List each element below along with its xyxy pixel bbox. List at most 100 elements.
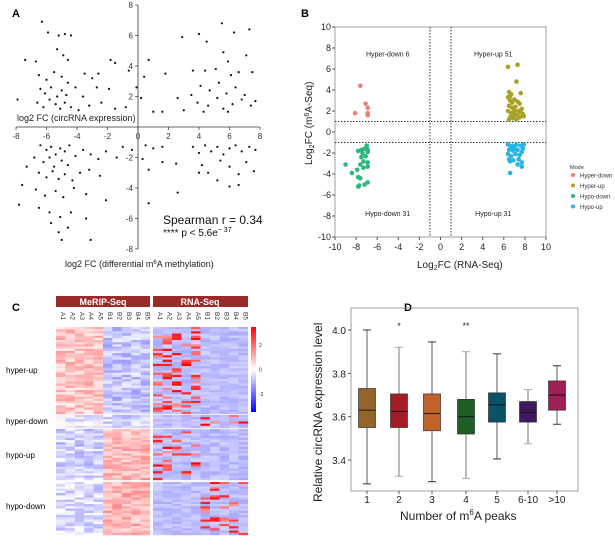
heatmap-cell-merip — [74, 521, 85, 525]
heatmap-cell-merip — [65, 442, 75, 445]
heatmap-cell-rnaseq — [172, 355, 182, 358]
heatmap-cell-merip — [131, 451, 141, 454]
heatmap-cell-rnaseq — [210, 425, 220, 429]
heatmap-cell-rnaseq — [200, 379, 211, 382]
heatmap-cell-merip — [121, 523, 132, 527]
heatmap-cell-merip — [140, 488, 151, 492]
heatmap-cell-merip — [103, 440, 113, 443]
heatmap-cell-merip — [56, 350, 66, 354]
heatmap-cell-merip — [74, 409, 85, 413]
heatmap-cell-merip — [103, 372, 113, 376]
heatmap-cell-merip — [93, 431, 104, 434]
heatmap-cell-merip — [112, 411, 122, 415]
heatmap-cell-rnaseq — [191, 475, 201, 478]
heatmap-cell-merip — [74, 366, 85, 369]
heatmap-cell-merip — [121, 435, 132, 439]
heatmap-cell-merip — [112, 497, 122, 500]
heatmap-cell-merip — [74, 359, 85, 362]
heatmap-cell-rnaseq — [153, 350, 163, 354]
heatmap-cell-merip — [121, 501, 132, 505]
heatmap-cell-merip — [103, 370, 113, 373]
heatmap-cell-merip — [93, 475, 104, 478]
heatmap-cell-merip — [103, 396, 113, 399]
heatmap-cell-rnaseq — [172, 361, 182, 365]
heatmap-cell-merip — [56, 359, 66, 362]
panel-b-legend-label: Hypo-down — [580, 195, 610, 201]
heatmap-cell-rnaseq — [219, 357, 230, 360]
panel-b-scatter: Log2FC (RNA-Seq) Log2FC (m6A-Seq) Mode -… — [304, 22, 612, 272]
heatmap-cell-merip — [56, 448, 66, 452]
panel-a-point — [97, 157, 100, 161]
heatmap-cell-merip — [93, 357, 104, 360]
heatmap-cell-rnaseq — [162, 327, 173, 330]
heatmap-cell-merip — [131, 335, 141, 339]
heatmap-cell-rnaseq — [238, 440, 249, 443]
panel-b-x-tick-label: 6 — [501, 242, 506, 252]
heatmap-cell-rnaseq — [153, 361, 163, 365]
heatmap-cell-merip — [140, 477, 151, 481]
heatmap-cell-merip — [74, 425, 85, 429]
heatmap-cell-merip — [103, 508, 113, 511]
heatmap-cell-rnaseq — [219, 501, 230, 505]
header-rnaseq — [153, 296, 248, 307]
heatmap-cell-merip — [56, 419, 66, 422]
heatmap-cell-rnaseq — [200, 451, 211, 454]
heatmap-cell-merip — [65, 381, 75, 384]
heatmap-cell-merip — [131, 344, 141, 347]
heatmap-cell-rnaseq — [162, 493, 173, 496]
header-merip-label: MeRIP-Seq — [79, 297, 126, 307]
heatmap-cell-merip — [112, 423, 122, 427]
panel-b-y-tick-label: -8 — [323, 211, 331, 221]
heatmap-cell-rnaseq — [162, 506, 173, 509]
heatmap-cell-rnaseq — [200, 370, 211, 373]
heatmap-cell-rnaseq — [219, 446, 230, 450]
heatmap-cell-merip — [112, 392, 122, 395]
heatmap-cell-merip — [140, 437, 151, 441]
heatmap-cell-merip — [93, 407, 104, 410]
heatmap-cell-rnaseq — [219, 417, 230, 420]
heatmap-cell-rnaseq — [229, 355, 239, 358]
heatmap-cell-rnaseq — [172, 409, 182, 413]
heatmap-cell-rnaseq — [200, 523, 211, 527]
heatmap-cell-rnaseq — [153, 368, 163, 371]
heatmap-cell-rnaseq — [153, 448, 163, 452]
heatmap-cell-merip — [131, 337, 141, 341]
heatmap-cell-merip — [103, 337, 113, 341]
heatmap-column-label-merip: A5 — [97, 312, 104, 320]
heatmap-cell-rnaseq — [153, 374, 163, 378]
heatmap-cell-merip — [84, 444, 94, 447]
heatmap-cell-merip — [140, 501, 151, 505]
heatmap-cell-rnaseq — [172, 440, 182, 443]
panel-b-point-hypo-down — [361, 159, 366, 164]
heatmap-cell-rnaseq — [162, 508, 173, 511]
panel-a-point — [207, 171, 210, 174]
heatmap-cell-rnaseq — [162, 468, 173, 472]
heatmap-cell-rnaseq — [191, 327, 201, 330]
heatmap-cell-merip — [131, 486, 141, 489]
panel-a-point — [228, 147, 231, 150]
heatmap-cell-merip — [140, 499, 151, 503]
heatmap-cell-merip — [121, 484, 132, 487]
panel-a-point — [45, 148, 48, 151]
heatmap-cell-rnaseq — [238, 361, 249, 365]
heatmap-cell-rnaseq — [172, 493, 182, 496]
heatmap-cell-rnaseq — [191, 366, 201, 369]
heatmap-cell-rnaseq — [238, 528, 249, 531]
panel-a-x-tick-label: 4 — [197, 132, 202, 141]
heatmap-cell-merip — [56, 357, 66, 360]
panel-b-y-tick-label: 10 — [321, 22, 331, 32]
heatmap-cell-rnaseq — [219, 466, 230, 470]
heatmap-cell-merip — [131, 394, 141, 397]
heatmap-cell-rnaseq — [219, 329, 230, 332]
heatmap-cell-merip — [93, 486, 104, 489]
heatmap-cell-rnaseq — [181, 368, 192, 371]
heatmap-cell-merip — [65, 417, 75, 420]
heatmap-cell-merip — [74, 530, 85, 533]
heatmap-cell-rnaseq — [191, 455, 201, 459]
heatmap-cell-merip — [140, 440, 151, 443]
heatmap-cell-merip — [131, 419, 141, 422]
heatmap-cell-rnaseq — [172, 368, 182, 371]
heatmap-cell-rnaseq — [181, 411, 192, 415]
heatmap-cell-rnaseq — [210, 366, 220, 369]
heatmap-cell-rnaseq — [153, 515, 163, 518]
